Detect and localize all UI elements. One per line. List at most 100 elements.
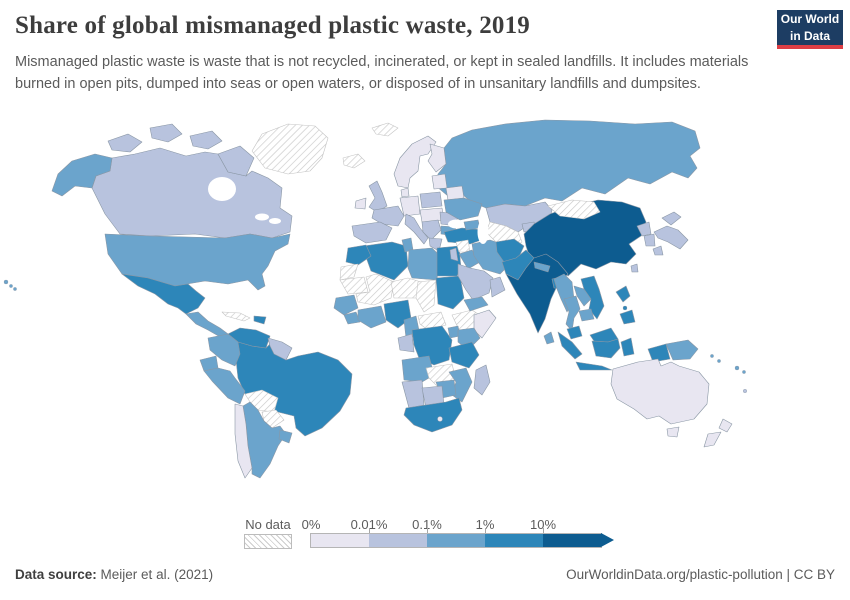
country-peru[interactable] bbox=[203, 367, 246, 405]
country-malaysia-borneo[interactable] bbox=[589, 327, 619, 343]
country-thailand[interactable] bbox=[563, 295, 581, 332]
country-central-america[interactable] bbox=[185, 311, 229, 339]
country-japan-kyushu[interactable] bbox=[652, 245, 664, 256]
country-ireland[interactable] bbox=[354, 197, 367, 210]
country-solomon-2[interactable] bbox=[717, 359, 721, 363]
country-caucasus[interactable] bbox=[463, 219, 481, 231]
country-indonesia-papua[interactable] bbox=[647, 343, 671, 363]
country-south-africa[interactable] bbox=[403, 397, 463, 433]
no-data-swatch[interactable] bbox=[244, 534, 292, 549]
country-new-zealand-south[interactable] bbox=[703, 431, 722, 448]
country-taiwan[interactable] bbox=[630, 263, 639, 273]
country-south-korea[interactable] bbox=[643, 233, 656, 247]
country-greenland[interactable] bbox=[251, 123, 329, 175]
country-mexico[interactable] bbox=[121, 273, 206, 315]
country-tasmania[interactable] bbox=[666, 426, 680, 438]
country-lesotho[interactable] bbox=[437, 416, 443, 422]
country-philippines-visayas[interactable] bbox=[622, 305, 628, 311]
country-libya[interactable] bbox=[407, 247, 440, 281]
country-somalia[interactable] bbox=[473, 309, 497, 339]
country-russia[interactable] bbox=[435, 119, 701, 209]
country-poland[interactable] bbox=[419, 191, 443, 209]
country-denmark[interactable] bbox=[400, 187, 410, 198]
country-sri-lanka[interactable] bbox=[543, 331, 555, 345]
owid-link[interactable]: OurWorldinData.org/plastic-pollution | C… bbox=[566, 567, 835, 582]
country-fiji-1[interactable] bbox=[734, 365, 740, 371]
country-iceland[interactable] bbox=[342, 153, 366, 169]
country-saudi-arabia[interactable] bbox=[457, 263, 494, 301]
country-yemen[interactable] bbox=[463, 296, 489, 312]
country-western-sahara[interactable] bbox=[339, 263, 359, 281]
country-laos[interactable] bbox=[573, 285, 592, 307]
country-algeria[interactable] bbox=[363, 241, 409, 281]
country-malaysia-peninsular[interactable] bbox=[566, 325, 583, 340]
country-mongolia[interactable] bbox=[547, 199, 601, 220]
country-drc[interactable] bbox=[411, 325, 453, 366]
country-belarus[interactable] bbox=[445, 185, 465, 201]
country-namibia[interactable] bbox=[401, 379, 425, 409]
country-arctic-c[interactable] bbox=[189, 130, 223, 150]
country-sierra-liberia[interactable] bbox=[343, 311, 361, 325]
country-philippines-luzon[interactable] bbox=[615, 285, 631, 303]
country-new-caledonia[interactable] bbox=[743, 389, 748, 394]
country-arctic-a[interactable] bbox=[107, 133, 143, 153]
country-hawaii-1[interactable] bbox=[3, 279, 9, 285]
country-solomon-1[interactable] bbox=[710, 354, 714, 358]
country-uk[interactable] bbox=[368, 180, 388, 213]
country-hawaii-3[interactable] bbox=[13, 287, 17, 291]
country-new-zealand-north[interactable] bbox=[718, 418, 733, 433]
country-cambodia[interactable] bbox=[578, 308, 595, 322]
country-nepal[interactable] bbox=[533, 261, 551, 273]
country-ivory-ghana[interactable] bbox=[357, 305, 387, 329]
country-australia[interactable] bbox=[610, 358, 710, 425]
country-indonesia-sumatra[interactable] bbox=[557, 331, 583, 360]
country-uruguay[interactable] bbox=[278, 429, 293, 444]
country-tanzania[interactable] bbox=[448, 341, 480, 369]
country-arctic-b[interactable] bbox=[149, 123, 183, 143]
legend-bin-4[interactable] bbox=[543, 534, 601, 547]
country-north-korea[interactable] bbox=[636, 221, 652, 237]
country-vietnam[interactable] bbox=[580, 275, 605, 320]
country-jordan-israel[interactable] bbox=[449, 247, 459, 262]
country-angola[interactable] bbox=[401, 355, 435, 383]
country-paraguay[interactable] bbox=[261, 409, 285, 429]
country-papua-new-guinea[interactable] bbox=[665, 339, 699, 361]
country-japan-honshu[interactable] bbox=[653, 225, 689, 250]
country-morocco[interactable] bbox=[345, 244, 372, 266]
country-mauritania[interactable] bbox=[339, 276, 369, 295]
country-fiji-2[interactable] bbox=[742, 370, 746, 374]
legend-bin-1[interactable] bbox=[369, 534, 427, 547]
country-baltics[interactable] bbox=[431, 173, 448, 190]
country-ukraine[interactable] bbox=[443, 197, 483, 221]
country-spain[interactable] bbox=[351, 221, 393, 244]
country-hispaniola[interactable] bbox=[253, 315, 267, 325]
country-chad[interactable] bbox=[415, 279, 437, 313]
country-colombia[interactable] bbox=[207, 333, 241, 367]
legend-bin-2[interactable] bbox=[427, 534, 485, 547]
country-venezuela[interactable] bbox=[227, 327, 271, 349]
legend-bin-0[interactable] bbox=[311, 534, 369, 547]
country-germany[interactable] bbox=[399, 195, 421, 217]
country-indonesia-sulawesi[interactable] bbox=[620, 337, 635, 357]
country-senegal-guinea[interactable] bbox=[333, 294, 359, 316]
country-alaska[interactable] bbox=[51, 153, 113, 197]
country-svalbard[interactable] bbox=[371, 122, 399, 137]
country-oman[interactable] bbox=[489, 276, 506, 298]
country-madagascar[interactable] bbox=[473, 364, 491, 396]
country-hawaii-2[interactable] bbox=[9, 284, 13, 288]
country-sudan[interactable] bbox=[435, 275, 465, 310]
country-gabon-congo[interactable] bbox=[397, 333, 415, 353]
country-baffin[interactable] bbox=[217, 145, 255, 177]
country-cuba[interactable] bbox=[221, 311, 251, 322]
country-guyanas[interactable] bbox=[267, 337, 293, 361]
country-balkans[interactable] bbox=[421, 219, 442, 241]
country-japan-hokkaido[interactable] bbox=[661, 211, 682, 226]
country-finland[interactable] bbox=[427, 143, 447, 173]
country-chile[interactable] bbox=[234, 403, 253, 479]
country-philippines-mindanao[interactable] bbox=[619, 309, 636, 325]
country-indonesia-kalimantan[interactable] bbox=[591, 338, 621, 359]
legend-bin-3[interactable] bbox=[485, 534, 543, 547]
country-canada[interactable] bbox=[91, 147, 293, 239]
country-italy[interactable] bbox=[404, 213, 429, 245]
country-france[interactable] bbox=[371, 205, 405, 227]
